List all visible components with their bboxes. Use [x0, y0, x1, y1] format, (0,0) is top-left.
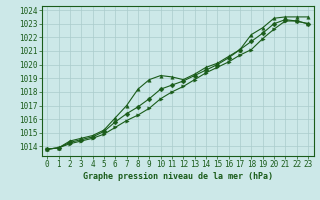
X-axis label: Graphe pression niveau de la mer (hPa): Graphe pression niveau de la mer (hPa)	[83, 172, 273, 181]
